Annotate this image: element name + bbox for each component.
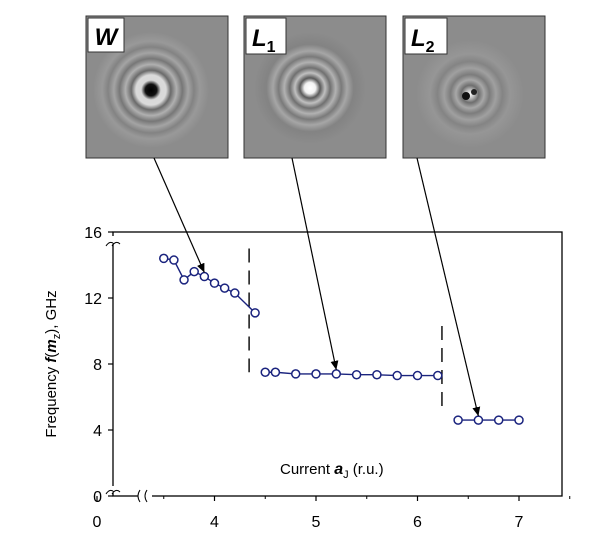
series-line-w	[163, 257, 256, 314]
y-tick-label: 4	[93, 423, 102, 440]
x-axis: 0 4 5 6 7	[93, 496, 571, 531]
data-point	[270, 367, 281, 377]
inset-w: W	[85, 15, 229, 159]
arrow-w	[153, 157, 205, 273]
mode-transitions	[248, 248, 443, 409]
w-mode-texture	[93, 32, 209, 148]
arrow-l1	[291, 157, 339, 371]
data-point	[179, 275, 189, 285]
data-point	[433, 370, 443, 381]
data-point	[199, 271, 210, 282]
arrow-l2	[416, 157, 481, 417]
data-point	[412, 370, 423, 381]
x-tick-label: 5	[312, 514, 321, 531]
y-tick-label: 12	[84, 291, 102, 308]
x-axis-label: Current aJ (r.u.)	[280, 461, 384, 481]
series-line-l1	[265, 371, 438, 377]
data-point	[351, 369, 362, 380]
inset-label-w: W	[95, 24, 120, 51]
y-axis: 0481216	[84, 225, 113, 506]
data-point	[514, 415, 524, 425]
y-tick-label: 8	[93, 357, 102, 374]
inset-arrows	[153, 157, 481, 417]
l2-mode-texture	[416, 40, 524, 148]
x-tick-label: 0	[93, 514, 102, 531]
data-point	[169, 255, 179, 265]
data-point	[493, 415, 504, 425]
data-point	[453, 415, 463, 425]
l1-mode-texture	[254, 32, 366, 144]
inset-label-l1: L1	[252, 25, 276, 56]
x-tick-label: 7	[515, 514, 524, 531]
data-point	[159, 253, 169, 264]
data-point	[473, 415, 484, 425]
data-point	[372, 369, 382, 380]
y-axis-label: Frequency f(mz), GHz	[43, 290, 63, 437]
inset-label-l2: L2	[411, 25, 435, 56]
inset-l2: L2	[402, 15, 546, 159]
data-point	[331, 369, 342, 379]
data-point	[219, 283, 230, 293]
y-tick-label: 16	[84, 225, 102, 242]
data-point	[392, 370, 402, 381]
data-point	[260, 367, 270, 377]
data-point	[250, 308, 260, 318]
data-point	[290, 369, 301, 379]
x-tick-label: 4	[210, 514, 219, 531]
x-tick-label: 6	[413, 514, 422, 531]
inset-l1: L1	[243, 15, 387, 159]
data-point	[230, 288, 240, 298]
data-point	[311, 369, 321, 379]
data-series	[159, 253, 524, 425]
data-point	[189, 266, 199, 277]
data-point	[209, 278, 220, 288]
